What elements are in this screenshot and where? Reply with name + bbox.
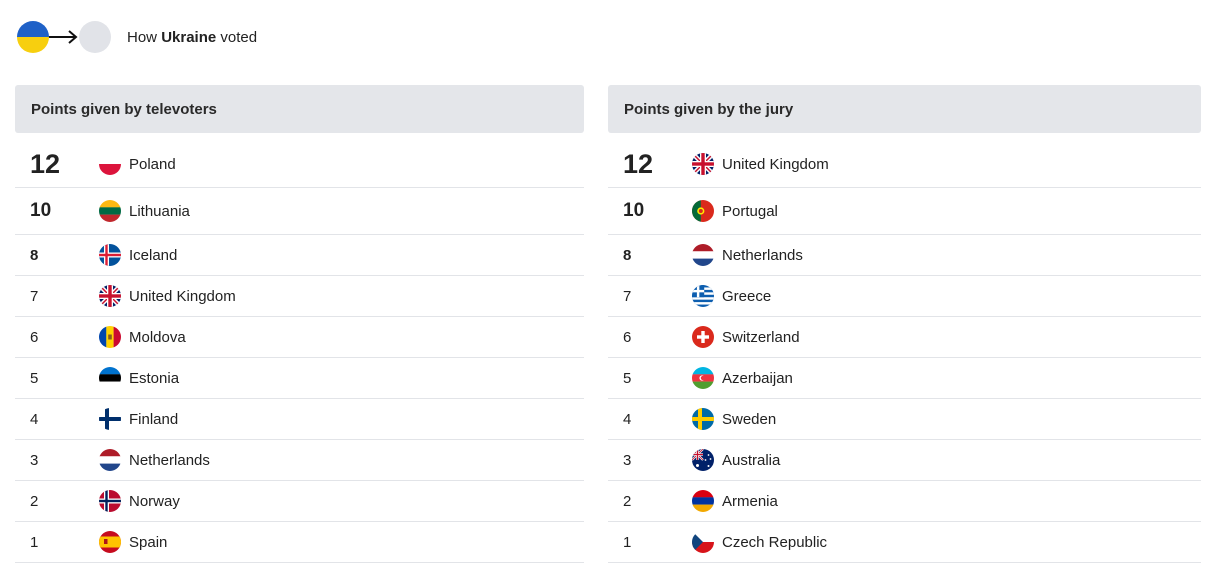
poland-flag-icon: [99, 153, 121, 175]
greece-flag-icon: [692, 285, 714, 307]
moldova-flag-icon: [99, 326, 121, 348]
country-name: Netherlands: [722, 246, 803, 264]
points-value: 10: [623, 200, 645, 221]
country-name: Switzerland: [722, 328, 800, 346]
netherlands-flag-icon: [99, 449, 121, 471]
country-name: Spain: [129, 533, 168, 551]
points-value: 3: [30, 451, 39, 469]
country-name: Lithuania: [129, 202, 190, 220]
portugal-flag-icon: [692, 200, 714, 222]
televoters-panel: Points given by televoters 12 Poland 10 Lit…: [15, 85, 584, 563]
list-item: 6 Moldova: [15, 317, 584, 358]
list-item: 6 Switzerland: [608, 317, 1201, 358]
sweden-flag-icon: [692, 408, 714, 430]
voting-header: How Ukraine voted: [17, 19, 257, 55]
list-item: 1 Czech Republic: [608, 522, 1201, 563]
list-item: 7 Greece: [608, 276, 1201, 317]
list-item: 10 Lithuania: [15, 188, 584, 235]
country-name: Greece: [722, 287, 772, 305]
list-item: 4 Finland: [15, 399, 584, 440]
list-item: 1 Spain: [15, 522, 584, 563]
country-name: United Kingdom: [722, 155, 829, 173]
finland-flag-icon: [99, 408, 121, 430]
country-name: Iceland: [129, 246, 178, 264]
list-item: 2 Norway: [15, 481, 584, 522]
list-item: 10 Portugal: [608, 188, 1201, 235]
list-item: 2 Armenia: [608, 481, 1201, 522]
czech-republic-flag-icon: [692, 531, 714, 553]
country-name: Netherlands: [129, 451, 210, 469]
estonia-flag-icon: [99, 367, 121, 389]
country-name: Finland: [129, 410, 179, 428]
points-value: 2: [30, 492, 39, 510]
country-name: United Kingdom: [129, 287, 236, 305]
country-name: Czech Republic: [722, 533, 828, 551]
country-name: Sweden: [722, 410, 777, 428]
australia-flag-icon: [692, 449, 714, 471]
points-value: 12: [623, 148, 654, 179]
united-kingdom-flag-icon: [99, 285, 121, 307]
televoters-list: 12 Poland 10 Lithuania 8 Iceland 7 United Kingd…: [15, 141, 584, 563]
ukraine-flag-icon: [17, 21, 49, 53]
lithuania-flag-icon: [99, 200, 121, 222]
points-value: 5: [623, 369, 632, 387]
list-item: 5 Estonia: [15, 358, 584, 399]
points-value: 10: [30, 200, 52, 221]
list-item: 12 United Kingdom: [608, 141, 1201, 188]
header-country: Ukraine: [161, 28, 217, 46]
points-value: 12: [30, 148, 61, 179]
points-value: 1: [30, 533, 39, 551]
points-value: 2: [623, 492, 632, 510]
list-item: 12 Poland: [15, 141, 584, 188]
list-item: 3 Netherlands: [15, 440, 584, 481]
country-name: Azerbaijan: [722, 369, 793, 387]
list-item: 8 Netherlands: [608, 235, 1201, 276]
azerbaijan-flag-icon: [692, 367, 714, 389]
spain-flag-icon: [99, 531, 121, 553]
jury-panel: Points given by the jury 12 United Kingdo…: [608, 85, 1201, 563]
points-value: 3: [623, 451, 632, 469]
netherlands-flag-icon: [692, 244, 714, 266]
recipient-placeholder-icon: [79, 21, 111, 53]
united-kingdom-flag-icon: [692, 153, 714, 175]
norway-flag-icon: [99, 490, 121, 512]
arrow-right-icon: [47, 30, 78, 44]
points-value: 7: [30, 287, 39, 305]
header-title: How Ukraine voted: [127, 28, 258, 46]
points-value: 5: [30, 369, 39, 387]
list-item: 4 Sweden: [608, 399, 1201, 440]
list-item: 7 United Kingdom: [15, 276, 584, 317]
points-value: 8: [30, 246, 39, 264]
list-item: 8 Iceland: [15, 235, 584, 276]
country-name: Australia: [722, 451, 781, 469]
country-name: Estonia: [129, 369, 180, 387]
armenia-flag-icon: [692, 490, 714, 512]
country-name: Portugal: [722, 202, 778, 220]
country-name: Armenia: [722, 492, 778, 510]
jury-title: Points given by the jury: [608, 85, 1201, 133]
country-name: Norway: [129, 492, 180, 510]
points-value: 8: [623, 246, 632, 264]
points-value: 1: [623, 533, 632, 551]
points-value: 4: [623, 410, 632, 428]
points-value: 4: [30, 410, 39, 428]
points-value: 6: [30, 328, 39, 346]
points-value: 7: [623, 287, 632, 305]
jury-list: 12 United Kingdom 10 Portugal 8 Netherlands 7 G…: [608, 141, 1201, 563]
country-name: Poland: [129, 155, 176, 173]
list-item: 3 Australia: [608, 440, 1201, 481]
country-name: Moldova: [129, 328, 186, 346]
televoters-title: Points given by televoters: [15, 85, 584, 133]
iceland-flag-icon: [99, 244, 121, 266]
list-item: 5 Azerbaijan: [608, 358, 1201, 399]
points-value: 6: [623, 328, 632, 346]
switzerland-flag-icon: [692, 326, 714, 348]
